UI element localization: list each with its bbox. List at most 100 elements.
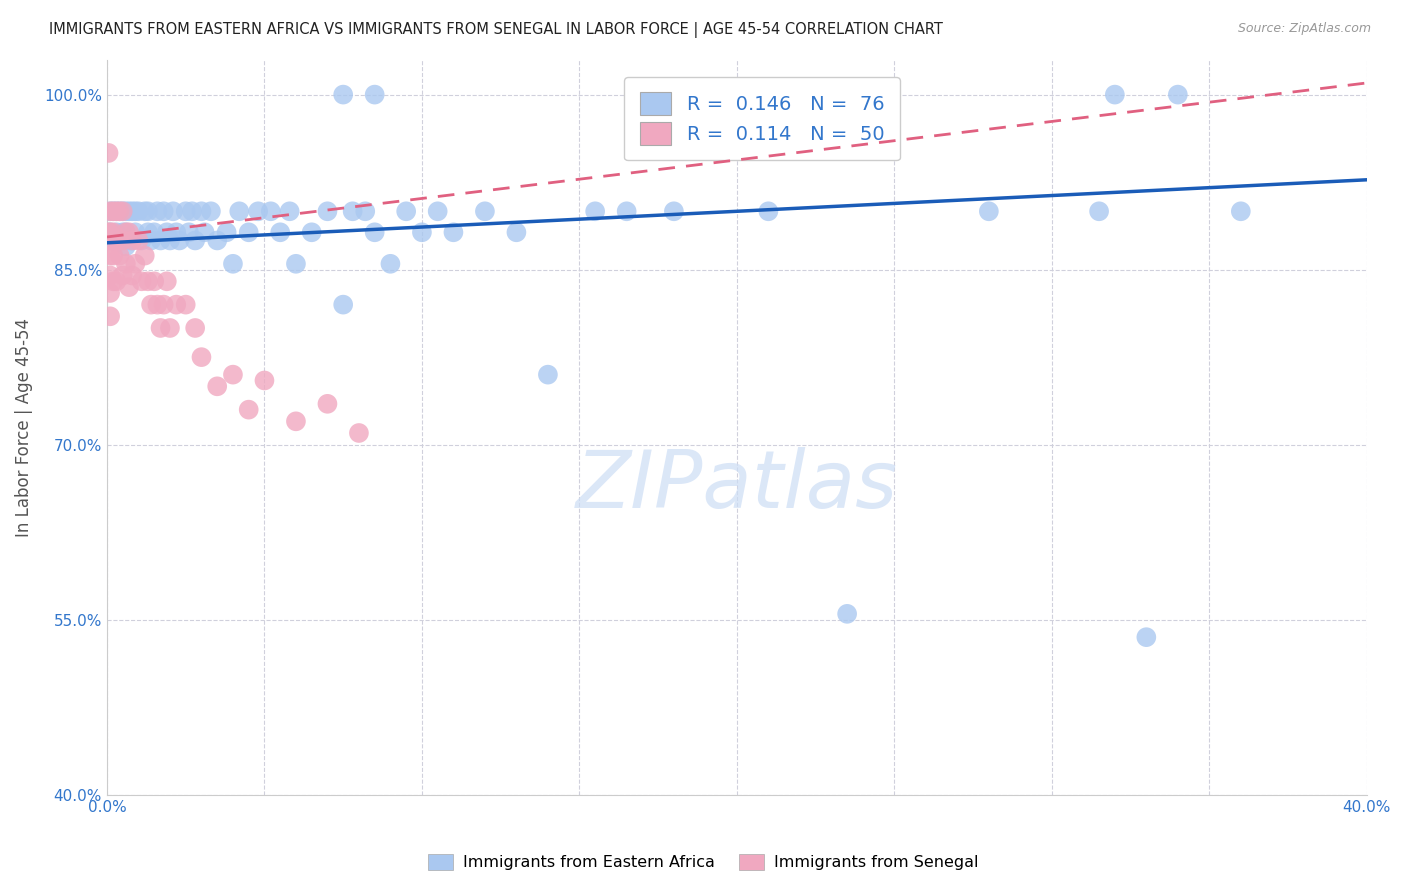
Point	[143, 225, 166, 239]
Text: IMMIGRANTS FROM EASTERN AFRICA VS IMMIGRANTS FROM SENEGAL IN LABOR FORCE | AGE 4: IMMIGRANTS FROM EASTERN AFRICA VS IMMIGR…	[49, 22, 943, 38]
Point	[181, 204, 204, 219]
Point	[143, 274, 166, 288]
Text: Source: ZipAtlas.com: Source: ZipAtlas.com	[1237, 22, 1371, 36]
Point	[238, 225, 260, 239]
Point	[380, 257, 402, 271]
Point	[205, 234, 228, 248]
Point	[124, 204, 146, 219]
Point	[136, 225, 159, 239]
Point	[354, 204, 377, 219]
Point	[111, 204, 134, 219]
Point	[149, 321, 172, 335]
Point	[238, 402, 260, 417]
Point	[103, 204, 125, 219]
Point	[1104, 87, 1126, 102]
Point	[108, 204, 131, 219]
Point	[269, 225, 291, 239]
Point	[278, 204, 301, 219]
Point	[215, 225, 238, 239]
Point	[647, 87, 669, 102]
Point	[139, 234, 162, 248]
Point	[98, 285, 121, 300]
Point	[103, 204, 125, 219]
Point	[162, 204, 184, 219]
Point	[411, 225, 433, 239]
Point	[837, 607, 859, 621]
Point	[1135, 630, 1157, 644]
Point	[342, 204, 364, 219]
Point	[347, 425, 370, 440]
Point	[977, 204, 1000, 219]
Point	[441, 225, 464, 239]
Point	[165, 225, 187, 239]
Point	[111, 225, 134, 239]
Point	[103, 234, 125, 248]
Point	[426, 204, 449, 219]
Point	[165, 298, 187, 312]
Point	[98, 204, 121, 219]
Point	[247, 204, 270, 219]
Point	[316, 204, 339, 219]
Point	[156, 225, 179, 239]
Point	[222, 257, 245, 271]
Point	[115, 225, 138, 239]
Point	[228, 204, 250, 219]
Point	[301, 225, 323, 239]
Point	[474, 204, 496, 219]
Point	[136, 204, 159, 219]
Point	[174, 204, 197, 219]
Point	[98, 234, 121, 248]
Point	[121, 234, 143, 248]
Point	[105, 274, 128, 288]
Point	[124, 257, 146, 271]
Point	[105, 225, 128, 239]
Point	[174, 298, 197, 312]
Point	[105, 204, 128, 219]
Point	[537, 368, 560, 382]
Point	[177, 225, 200, 239]
Point	[583, 204, 606, 219]
Point	[146, 204, 169, 219]
Point	[98, 225, 121, 239]
Point	[253, 374, 276, 388]
Point	[1230, 204, 1253, 219]
Point	[103, 274, 125, 288]
Point	[111, 268, 134, 283]
Point	[616, 204, 638, 219]
Point	[98, 268, 121, 283]
Point	[363, 225, 385, 239]
Point	[134, 249, 156, 263]
Point	[139, 298, 162, 312]
Point	[121, 234, 143, 248]
Point	[115, 257, 138, 271]
Point	[97, 225, 120, 239]
Point	[121, 204, 143, 219]
Point	[152, 204, 174, 219]
Point	[103, 225, 125, 239]
Point	[1088, 204, 1111, 219]
Point	[184, 234, 207, 248]
Point	[98, 204, 121, 219]
Point	[284, 257, 307, 271]
Point	[127, 234, 149, 248]
Point	[134, 204, 156, 219]
Point	[97, 145, 120, 160]
Point	[111, 234, 134, 248]
Point	[136, 274, 159, 288]
Point	[115, 204, 138, 219]
Point	[316, 397, 339, 411]
Point	[115, 225, 138, 239]
Point	[205, 379, 228, 393]
Point	[505, 225, 527, 239]
Point	[363, 87, 385, 102]
Point	[98, 249, 121, 263]
Y-axis label: In Labor Force | Age 45-54: In Labor Force | Age 45-54	[15, 318, 32, 537]
Point	[194, 225, 217, 239]
Point	[131, 234, 153, 248]
Text: ZIPatlas: ZIPatlas	[576, 447, 898, 525]
Point	[98, 225, 121, 239]
Point	[200, 204, 222, 219]
Point	[156, 274, 179, 288]
Point	[152, 298, 174, 312]
Point	[332, 87, 354, 102]
